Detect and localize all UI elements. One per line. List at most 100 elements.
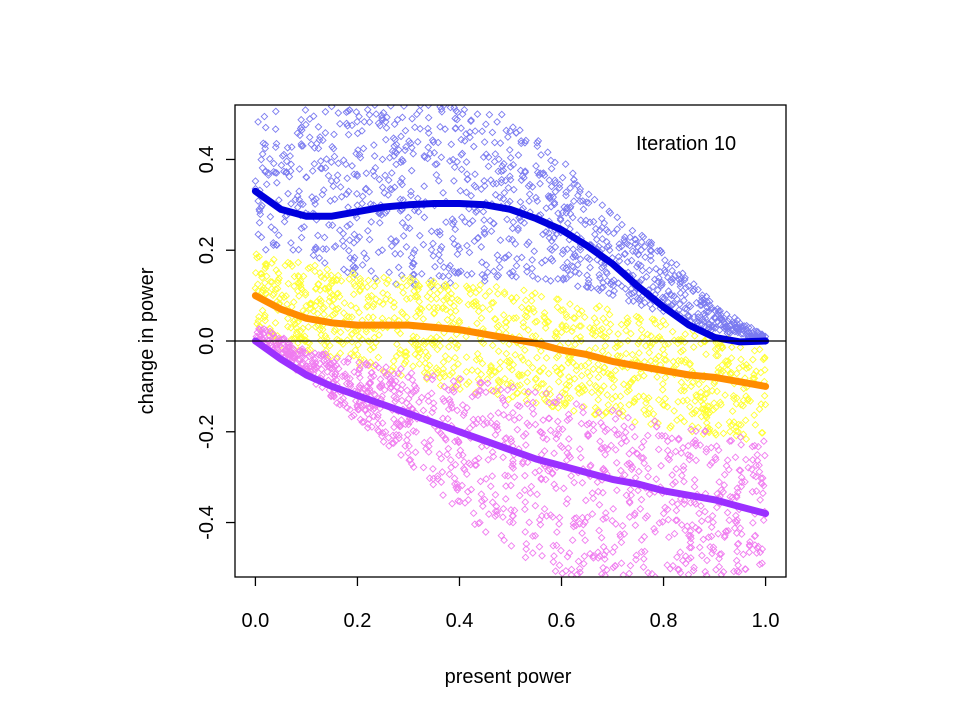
scatter-point <box>323 271 331 280</box>
scatter-point <box>316 157 325 165</box>
scatter-point <box>436 335 444 344</box>
scatter-point <box>552 398 561 407</box>
scatter-point <box>496 358 505 367</box>
scatter-point <box>730 418 738 426</box>
scatter-point <box>450 267 459 276</box>
scatter-point <box>479 207 488 216</box>
scatter-point <box>601 443 609 452</box>
scatter-point <box>583 368 592 377</box>
scatter-point <box>676 548 685 557</box>
scatter-point <box>477 378 486 387</box>
scatter-point <box>549 402 558 411</box>
scatter-point <box>420 182 429 191</box>
scatter-point <box>471 183 480 191</box>
scatter-point <box>639 555 648 563</box>
scatter-point <box>737 330 746 338</box>
scatter-point <box>671 447 680 456</box>
scatter-point <box>408 376 417 384</box>
scatter-point <box>429 480 438 489</box>
scatter-point <box>690 476 699 484</box>
scatter-point <box>360 249 368 258</box>
scatter-point <box>563 449 572 457</box>
scatter-point <box>444 271 453 280</box>
scatter-point <box>297 285 306 294</box>
scatter-point <box>499 311 508 319</box>
scatter-point <box>726 492 735 501</box>
scatter-point <box>321 164 330 172</box>
scatter-point <box>459 411 468 420</box>
scatter-point <box>537 347 545 355</box>
scatter-point <box>415 359 424 368</box>
scatter-point <box>442 305 450 314</box>
scatter-point <box>441 434 450 443</box>
scatter-point <box>469 283 477 292</box>
scatter-point <box>585 379 594 387</box>
scatter-point <box>585 419 594 428</box>
scatter-point <box>404 449 412 457</box>
scatter-point <box>274 278 282 287</box>
scatter-point <box>667 258 676 267</box>
scatter-point <box>731 453 740 462</box>
scatter-point <box>441 125 449 133</box>
scatter-point <box>356 286 364 294</box>
scatter-point <box>407 369 416 377</box>
scatter-point <box>522 396 531 405</box>
scatter-point <box>689 343 698 351</box>
scatter-point <box>509 460 517 468</box>
scatter-point <box>494 376 503 385</box>
scatter-point <box>673 516 681 525</box>
scatter-point <box>431 160 440 169</box>
scatter-point <box>681 526 690 535</box>
scatter-point <box>482 261 491 269</box>
scatter-point <box>550 398 559 406</box>
scatter-point <box>264 171 273 179</box>
scatter-point <box>737 478 746 486</box>
scatter-point <box>548 246 556 254</box>
scatter-point <box>635 467 643 476</box>
scatter-point <box>509 123 517 131</box>
scatter-point <box>375 331 383 339</box>
scatter-point <box>653 247 662 255</box>
scatter-point <box>670 407 679 415</box>
scatter-point <box>287 323 295 332</box>
scatter-point <box>272 169 281 177</box>
scatter-point <box>483 379 492 388</box>
scatter-point <box>558 208 567 217</box>
scatter-point <box>350 230 359 239</box>
scatter-point <box>532 374 540 383</box>
scatter-point <box>589 420 598 429</box>
scatter-point <box>406 455 415 464</box>
scatter-point <box>571 314 579 323</box>
scatter-point <box>439 414 447 423</box>
scatter-point <box>457 124 465 133</box>
scatter-point <box>562 188 570 196</box>
scatter-point <box>708 458 716 467</box>
scatter-point <box>414 341 422 349</box>
scatter-point <box>477 243 486 251</box>
scatter-point <box>390 120 399 129</box>
scatter-point <box>401 352 409 360</box>
scatter-point <box>277 161 286 170</box>
scatter-point <box>402 281 411 290</box>
scatter-point <box>261 311 269 320</box>
scatter-point <box>589 426 598 435</box>
scatter-point <box>480 273 489 282</box>
scatter-point <box>419 240 428 249</box>
scatter-point <box>634 486 642 495</box>
scatter-point <box>555 183 564 192</box>
scatter-point <box>433 368 442 377</box>
scatter-point <box>452 382 460 391</box>
scatter-point <box>525 421 533 430</box>
scatter-point <box>736 433 745 441</box>
scatter-point <box>599 422 607 431</box>
scatter-point <box>595 286 604 295</box>
scatter-point <box>460 458 468 466</box>
scatter-point <box>702 419 711 427</box>
scatter-point <box>582 216 590 225</box>
scatter-point <box>311 200 319 208</box>
scatter-point <box>380 368 388 376</box>
scatter-point <box>345 379 354 388</box>
scatter-point <box>395 431 403 440</box>
scatter-point <box>301 288 310 297</box>
scatter-point <box>658 293 667 302</box>
